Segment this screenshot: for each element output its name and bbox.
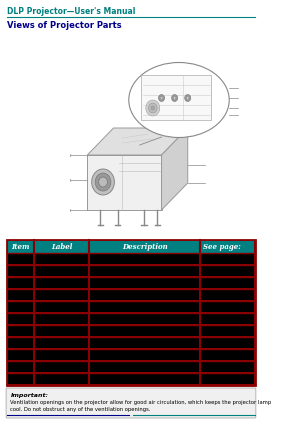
Bar: [8, 350, 254, 360]
Circle shape: [99, 177, 107, 187]
Text: DLP Projector—User's Manual: DLP Projector—User's Manual: [7, 8, 135, 17]
Circle shape: [173, 97, 176, 100]
Circle shape: [160, 97, 163, 100]
Circle shape: [146, 100, 160, 116]
Bar: [8, 241, 254, 253]
Text: Ventilation openings on the projector allow for good air circulation, which keep: Ventilation openings on the projector al…: [11, 400, 272, 412]
Bar: [8, 266, 254, 276]
Bar: [8, 290, 254, 300]
Circle shape: [95, 173, 111, 191]
Text: See page:: See page:: [202, 243, 240, 251]
Bar: [8, 314, 254, 324]
Bar: [8, 326, 254, 336]
Bar: [8, 362, 254, 372]
Circle shape: [185, 95, 191, 101]
Polygon shape: [87, 155, 161, 210]
FancyBboxPatch shape: [6, 388, 256, 418]
Bar: [8, 374, 254, 384]
Circle shape: [148, 103, 157, 113]
Text: Label: Label: [51, 243, 72, 251]
Polygon shape: [87, 128, 188, 155]
Circle shape: [151, 106, 154, 110]
Bar: [8, 254, 254, 264]
Bar: [7, 240, 255, 385]
Circle shape: [158, 95, 165, 101]
Text: Description: Description: [122, 243, 167, 251]
Text: Views of Projector Parts: Views of Projector Parts: [7, 22, 122, 31]
Circle shape: [186, 97, 189, 100]
Bar: [142, 75, 211, 120]
Circle shape: [172, 95, 178, 101]
Text: Item: Item: [11, 243, 30, 251]
Bar: [8, 338, 254, 348]
Bar: [8, 278, 254, 288]
Text: Important:: Important:: [11, 393, 49, 398]
Ellipse shape: [129, 62, 229, 137]
Bar: [8, 302, 254, 312]
Circle shape: [92, 169, 114, 195]
Polygon shape: [161, 128, 188, 210]
